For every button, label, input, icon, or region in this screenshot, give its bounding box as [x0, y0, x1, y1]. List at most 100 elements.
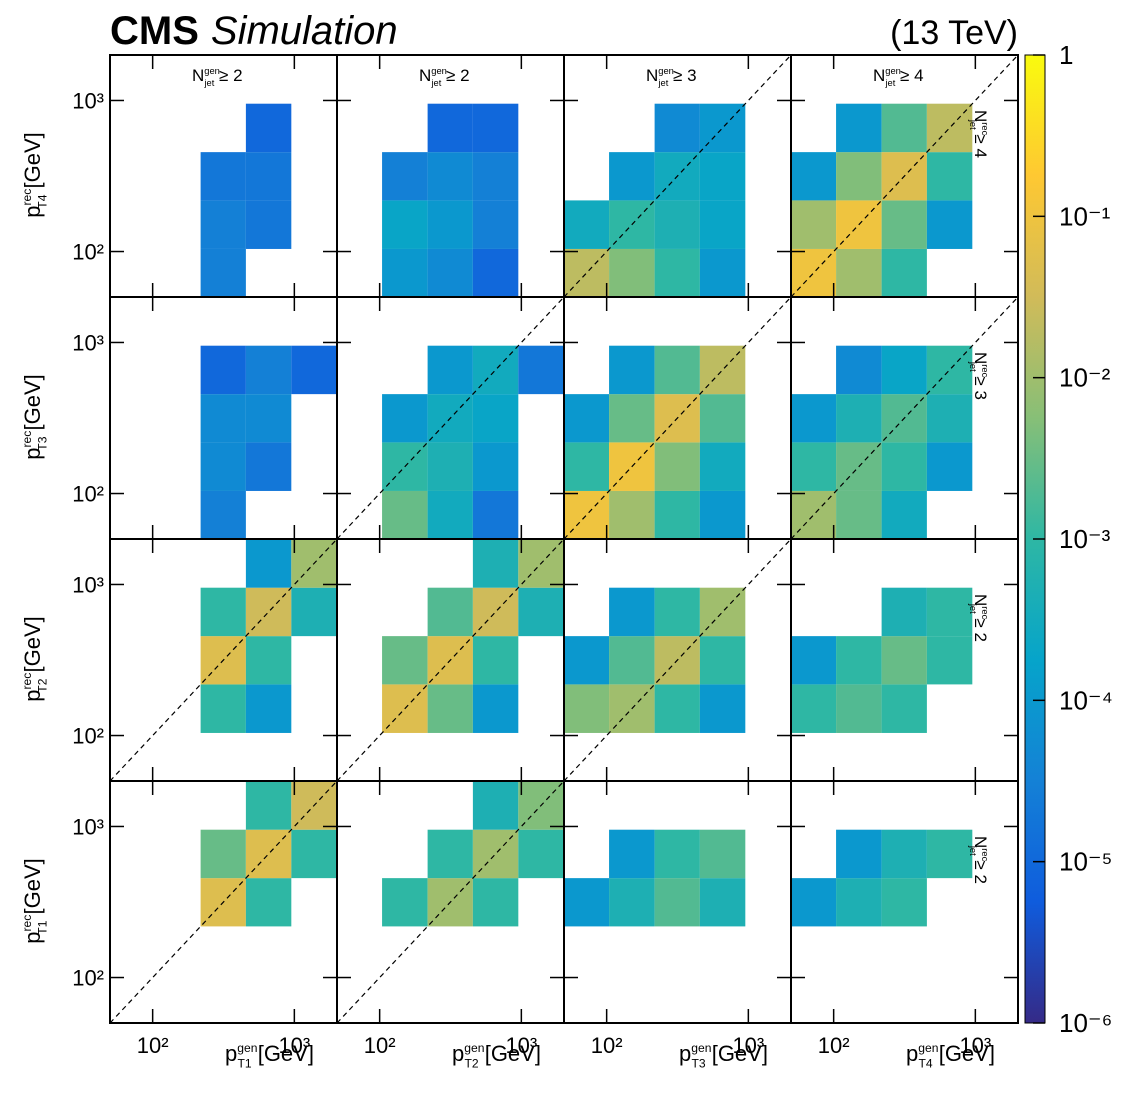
- heat-cell: [926, 442, 973, 491]
- heat-cell: [427, 442, 473, 491]
- label-rest: [GeV]: [933, 1041, 995, 1066]
- heat-cell: [654, 829, 700, 879]
- label-sub: jet: [430, 78, 441, 88]
- y-tick-label: 10³: [72, 88, 104, 113]
- heat-cell: [926, 636, 973, 685]
- heat-cell: [472, 539, 519, 588]
- heat-cell: [609, 248, 655, 297]
- heat-cell: [699, 636, 746, 685]
- label-sup: rec: [980, 848, 990, 861]
- heat-cell: [699, 394, 746, 443]
- column-title: Ngen jet ≥ 3: [646, 66, 697, 88]
- heat-cell: [699, 829, 746, 879]
- heat-cell: [200, 345, 246, 395]
- label-sub: jet: [968, 119, 978, 130]
- heat-cell: [881, 248, 927, 297]
- column-title: Ngen jet ≥ 2: [419, 66, 470, 88]
- heat-cell: [427, 345, 473, 395]
- label-sub: T2: [464, 1057, 478, 1071]
- colorbar-tick-label: 10⁻¹: [1059, 201, 1111, 231]
- heat-cell: [472, 200, 519, 249]
- heat-cell: [427, 684, 473, 733]
- y-tick-label: 10³: [72, 330, 104, 355]
- heat-cell: [836, 878, 882, 927]
- x-tick-label: 10²: [818, 1033, 850, 1058]
- heat-cell: [836, 394, 882, 443]
- label-sup: rec: [20, 915, 34, 932]
- heat-cell: [472, 781, 519, 830]
- heat-cell: [382, 490, 428, 539]
- row-tag: Nrecjet ≥ 3: [968, 352, 990, 400]
- label-rest: [GeV]: [252, 1041, 314, 1066]
- subtitle: Simulation: [211, 9, 398, 53]
- label-rest: [GeV]: [706, 1041, 768, 1066]
- x-axis-label: pgen T4 [GeV]: [906, 1041, 995, 1071]
- y-tick-label: 10²: [72, 724, 104, 749]
- heat-cell: [654, 200, 700, 249]
- row-tag: Nrecjet ≥ 2: [968, 594, 990, 642]
- label-main: p: [20, 206, 45, 218]
- heat-cell: [654, 878, 700, 927]
- heat-cell: [382, 152, 428, 201]
- diagonal: [563, 296, 792, 540]
- heat-cell: [609, 587, 655, 637]
- label-sub: T2: [36, 678, 50, 692]
- heat-cell: [472, 878, 519, 927]
- heat-cell: [836, 248, 882, 297]
- label-main: N: [873, 66, 885, 85]
- heat-cell: [382, 394, 428, 443]
- heat-cell: [791, 636, 837, 685]
- heat-cell: [245, 442, 292, 491]
- x-tick-label: 10³: [732, 1033, 764, 1058]
- heat-cell: [427, 200, 473, 249]
- heat-cell: [564, 200, 610, 249]
- heat-cell: [791, 684, 837, 733]
- heat-cell: [791, 878, 837, 927]
- y-tick-label: 10²: [72, 240, 104, 265]
- heat-cell: [382, 200, 428, 249]
- label-sub: T4: [918, 1057, 932, 1071]
- heat-cell: [291, 829, 337, 879]
- diagonal: [563, 538, 792, 782]
- label-sub: jet: [968, 845, 978, 856]
- diagonal: [790, 296, 1019, 540]
- heat-cell: [200, 200, 246, 249]
- y-tick-label: 10²: [72, 966, 104, 991]
- heat-cell: [291, 587, 337, 637]
- heat-cell: [472, 103, 519, 153]
- label-rest: ≥ 3: [668, 66, 696, 85]
- colorbar-tick-label: 10⁻⁴: [1059, 685, 1113, 715]
- label-sup: rec: [20, 189, 34, 206]
- heat-cell: [245, 878, 292, 927]
- heat-cell: [518, 829, 564, 879]
- heat-cell: [245, 539, 292, 588]
- heat-cell: [609, 394, 655, 443]
- y-axis-label: precT2 [GeV]: [20, 616, 50, 702]
- heat-cell: [699, 200, 746, 249]
- heat-cell: [427, 248, 473, 297]
- y-tick-label: 10²: [72, 482, 104, 507]
- diagonal: [109, 780, 338, 1024]
- x-tick-label: 10³: [278, 1033, 310, 1058]
- colorbar-tick-label: 10⁻⁶: [1059, 1008, 1112, 1038]
- label-rest: [GeV]: [479, 1041, 541, 1066]
- heat-cell: [654, 345, 700, 395]
- heat-cell: [200, 248, 246, 297]
- heat-cell: [564, 442, 610, 491]
- label-sub: jet: [203, 78, 214, 88]
- heat-cell: [609, 490, 655, 539]
- heat-cell: [926, 587, 973, 637]
- label-sup: gen: [431, 66, 447, 76]
- label-sub: jet: [884, 78, 895, 88]
- heat-cell: [654, 103, 700, 153]
- heat-cell: [564, 636, 610, 685]
- heat-cell: [881, 490, 927, 539]
- heat-cell: [427, 829, 473, 879]
- heat-cell: [245, 781, 292, 830]
- heat-cell: [836, 829, 882, 879]
- heat-cell: [654, 442, 700, 491]
- heat-cell: [654, 248, 700, 297]
- label-main: p: [20, 448, 45, 460]
- label-main: p: [679, 1041, 691, 1066]
- x-tick-label: 10²: [137, 1033, 169, 1058]
